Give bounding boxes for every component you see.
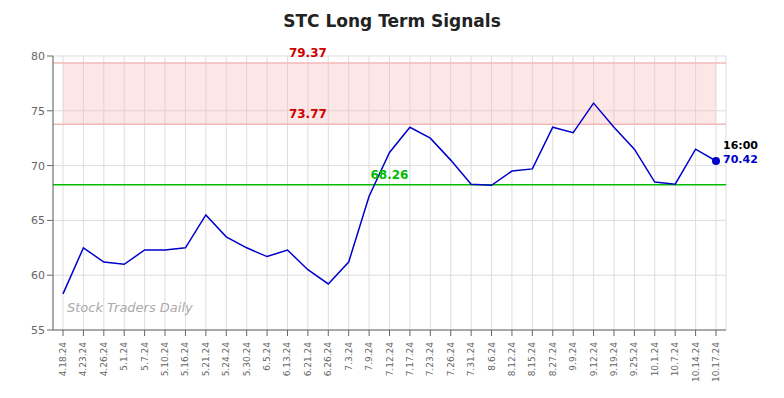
svg-text:80: 80 [31, 50, 45, 63]
svg-text:4.26.24: 4.26.24 [99, 342, 109, 377]
svg-text:6.26.24: 6.26.24 [323, 342, 333, 377]
svg-text:7.3.24: 7.3.24 [344, 342, 354, 371]
svg-text:10.1.24: 10.1.24 [650, 342, 660, 377]
svg-text:4.18.24: 4.18.24 [58, 342, 68, 377]
svg-text:9.9.24: 9.9.24 [568, 342, 578, 371]
svg-text:7.9.24: 7.9.24 [364, 342, 374, 371]
svg-text:5.21.24: 5.21.24 [201, 342, 211, 377]
svg-text:8.27.24: 8.27.24 [548, 342, 558, 377]
html-text:Stock Traders Daily: Stock Traders Daily [67, 300, 193, 315]
svg-text:8.15.24: 8.15.24 [527, 342, 537, 377]
svg-text:7.23.24: 7.23.24 [425, 342, 435, 377]
svg-text:10.14.24: 10.14.24 [691, 342, 701, 382]
svg-text:75: 75 [31, 105, 45, 118]
svg-text:68.26: 68.26 [371, 168, 409, 182]
svg-text:6.13.24: 6.13.24 [282, 342, 292, 377]
svg-text:5.7.24: 5.7.24 [140, 342, 150, 371]
html-text:STC Long Term Signals: STC Long Term Signals [283, 11, 501, 31]
svg-text:5.1.24: 5.1.24 [119, 342, 129, 371]
svg-text:9.12.24: 9.12.24 [589, 342, 599, 377]
svg-text:5.10.24: 5.10.24 [160, 342, 170, 377]
svg-text:16:00: 16:00 [723, 139, 758, 152]
svg-text:7.31.24: 7.31.24 [466, 342, 476, 377]
svg-text:10.7.24: 10.7.24 [670, 342, 680, 377]
svg-text:73.77: 73.77 [289, 107, 327, 121]
svg-text:4.23.24: 4.23.24 [78, 342, 88, 377]
svg-text:5.16.24: 5.16.24 [180, 342, 190, 377]
svg-text:79.37: 79.37 [289, 46, 327, 60]
svg-text:7.12.24: 7.12.24 [385, 342, 395, 377]
svg-text:70.42: 70.42 [723, 153, 758, 166]
svg-text:6.5.24: 6.5.24 [262, 342, 272, 371]
svg-text:6.21.24: 6.21.24 [303, 342, 313, 377]
svg-text:70: 70 [31, 160, 45, 173]
svg-text:7.26.24: 7.26.24 [446, 342, 456, 377]
svg-text:55: 55 [31, 324, 45, 337]
svg-text:60: 60 [31, 269, 45, 282]
svg-text:65: 65 [31, 214, 45, 227]
svg-text:9.19.24: 9.19.24 [609, 342, 619, 377]
svg-text:10.17.24: 10.17.24 [711, 342, 721, 382]
svg-text:5.24.24: 5.24.24 [221, 342, 231, 377]
svg-text:8.12.24: 8.12.24 [507, 342, 517, 377]
svg-text:5.30.24: 5.30.24 [242, 342, 252, 377]
svg-text:7.17.24: 7.17.24 [405, 342, 415, 377]
svg-text:9.25.24: 9.25.24 [629, 342, 639, 377]
svg-text:8.6.24: 8.6.24 [487, 342, 497, 371]
